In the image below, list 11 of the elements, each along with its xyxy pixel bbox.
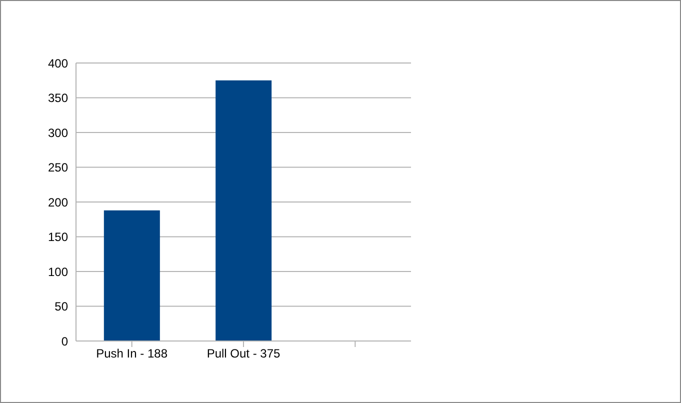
y-tick-label: 50	[54, 300, 68, 314]
y-tick-label: 350	[48, 91, 68, 106]
x-tick-label: Push In - 188	[96, 346, 168, 361]
y-tick-label: 150	[48, 230, 68, 244]
y-tick-label: 400	[48, 56, 68, 70]
y-tick-label: 300	[48, 126, 68, 140]
y-tick-label: 100	[48, 264, 68, 279]
y-tick-label: 250	[48, 160, 68, 175]
y-tick-label: 0	[61, 334, 68, 348]
y-tick-label: 200	[48, 195, 68, 210]
x-tick-label: Pull Out - 375	[206, 346, 281, 361]
